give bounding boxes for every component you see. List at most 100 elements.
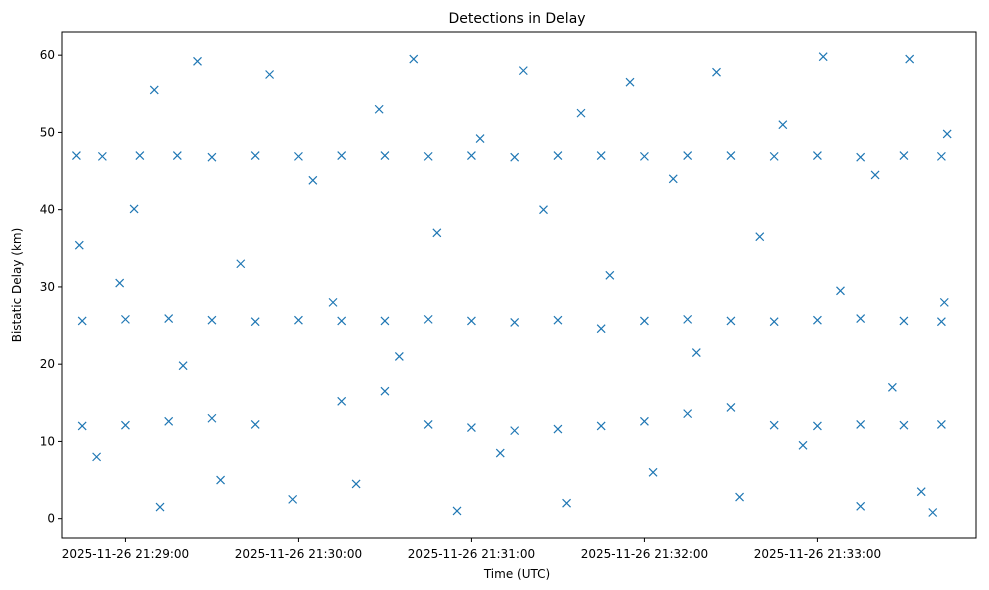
data-point (899, 151, 909, 161)
data-point (856, 152, 866, 162)
data-point (495, 448, 505, 458)
data-point (942, 129, 952, 139)
x-tick-label: 2025-11-26 21:30:00 (235, 547, 362, 561)
data-point (467, 316, 476, 326)
data-point (193, 56, 202, 66)
data-point (691, 348, 701, 358)
x-axis: 2025-11-26 21:29:00 2025-11-26 21:30:00 20… (62, 538, 881, 561)
data-point (135, 151, 145, 161)
data-point (939, 297, 949, 307)
y-axis: 0 10 20 30 40 50 60 (40, 48, 62, 526)
data-point (380, 316, 390, 326)
data-point (452, 506, 462, 516)
data-point (683, 409, 693, 419)
data-point (265, 70, 275, 79)
data-point (812, 315, 822, 325)
data-point (553, 424, 563, 434)
data-point (870, 170, 880, 180)
data-point (71, 151, 81, 161)
data-point (928, 508, 938, 517)
data-point (905, 54, 915, 64)
data-point (562, 498, 571, 508)
data-point (639, 151, 649, 161)
data-point (129, 204, 139, 214)
y-tick-label: 0 (47, 512, 55, 526)
data-point (475, 134, 485, 144)
data-point (432, 228, 442, 238)
data-point (769, 317, 779, 327)
y-tick-label: 60 (40, 48, 55, 62)
data-point (97, 151, 107, 161)
data-point (936, 317, 946, 327)
data-point (121, 420, 130, 430)
data-point (639, 416, 649, 426)
data-point (216, 475, 226, 485)
data-point (92, 452, 102, 462)
data-point (812, 421, 822, 431)
data-point (683, 314, 693, 324)
data-point (467, 423, 476, 432)
data-point (769, 151, 779, 161)
data-point (856, 420, 866, 429)
data-point (172, 151, 182, 161)
x-tick-label: 2025-11-26 21:31:00 (408, 547, 535, 561)
y-tick-label: 40 (40, 203, 55, 217)
data-point (668, 174, 678, 184)
data-point (164, 416, 174, 426)
data-point (735, 492, 744, 502)
data-point (812, 151, 822, 161)
data-point (553, 315, 563, 325)
data-point (836, 286, 845, 296)
data-point (596, 421, 606, 431)
data-point (683, 151, 693, 161)
data-point (755, 232, 765, 242)
data-point (726, 403, 736, 412)
data-point (648, 467, 658, 477)
data-point (916, 487, 926, 497)
data-point (337, 316, 347, 326)
data-point (625, 77, 635, 87)
data-point (115, 278, 125, 288)
data-point (207, 315, 217, 325)
data-point (380, 151, 390, 161)
y-tick-label: 10 (40, 434, 55, 448)
data-point (856, 501, 866, 511)
x-tick-label: 2025-11-26 21:32:00 (581, 547, 708, 561)
data-point (539, 205, 548, 215)
data-point (510, 426, 520, 436)
data-point (887, 382, 897, 392)
data-point (899, 420, 909, 430)
chart-title: Detections in Delay (448, 11, 585, 27)
data-point (121, 314, 130, 324)
data-point (207, 152, 217, 162)
y-axis-label: Bistatic Delay (km) (10, 228, 24, 343)
data-point (576, 108, 586, 118)
data-point (236, 259, 246, 269)
data-point (164, 314, 174, 324)
data-point (712, 67, 721, 77)
x-tick-label: 2025-11-26 21:33:00 (754, 547, 881, 561)
data-point (394, 352, 404, 361)
data-point (250, 151, 260, 161)
data-point (207, 413, 217, 423)
data-point (337, 396, 347, 406)
data-point (936, 420, 946, 429)
data-point (518, 66, 528, 76)
data-point (856, 314, 866, 324)
plot-frame (61, 31, 977, 539)
data-point (596, 151, 606, 161)
y-tick-label: 30 (40, 280, 55, 294)
y-tick-label: 50 (40, 125, 55, 139)
data-point (596, 324, 606, 334)
data-point (510, 318, 520, 327)
data-point (155, 502, 165, 512)
data-point (423, 151, 433, 161)
data-point (74, 240, 84, 250)
data-point (250, 317, 260, 327)
data-point (77, 316, 87, 326)
data-point (149, 85, 159, 95)
data-point (328, 297, 338, 307)
data-point (639, 316, 649, 326)
data-point (337, 151, 347, 161)
